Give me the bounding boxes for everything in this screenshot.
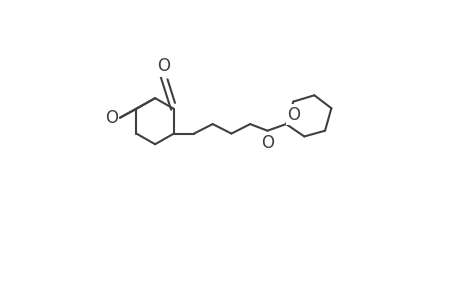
Text: O: O <box>105 109 118 127</box>
Text: O: O <box>157 58 169 76</box>
Text: O: O <box>260 134 274 152</box>
Text: O: O <box>286 106 299 124</box>
